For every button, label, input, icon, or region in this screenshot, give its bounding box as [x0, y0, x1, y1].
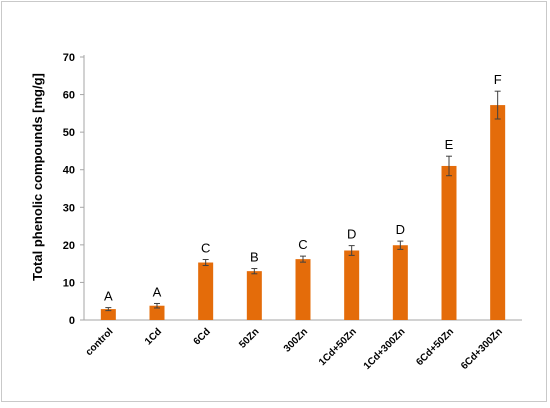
- bar-1Cd+300Zn: [392, 245, 408, 320]
- x-tick-label-300Zn: 300Zn: [282, 326, 310, 354]
- significance-letter-1Cd+50Zn: D: [347, 227, 356, 242]
- bar-300Zn: [295, 259, 311, 320]
- y-tick-label: 20: [63, 240, 75, 252]
- significance-letter-6Cd: C: [201, 241, 210, 256]
- x-axis-labels: control 1Cd 6Cd 50Zn 300Zn 1Cd+50Zn 1Cd+300Zn 6…: [84, 326, 505, 372]
- y-axis-ticks: 0 10 20 30 40 50 60 70: [63, 52, 84, 327]
- error-bar-6Cd: [202, 259, 209, 267]
- x-tick-label-6Cd: 6Cd: [192, 326, 213, 347]
- error-bar-1Cd+300Zn: [397, 240, 404, 250]
- error-bar-50Zn: [251, 268, 258, 275]
- error-bars: [105, 90, 501, 312]
- y-tick-label: 30: [63, 202, 75, 214]
- x-tick-label-1Cd+50Zn: 1Cd+50Zn: [317, 326, 359, 368]
- bar-1Cd+50Zn: [344, 250, 360, 320]
- bar-6Cd+50Zn: [441, 165, 457, 320]
- x-tick-label-6Cd+50Zn: 6Cd+50Zn: [414, 326, 456, 368]
- y-tick-label: 0: [69, 315, 75, 327]
- x-tick-label-control: control: [84, 326, 116, 358]
- y-tick-label: 60: [63, 90, 75, 102]
- significance-letter-1Cd: A: [153, 284, 162, 299]
- x-tick-label-1Cd+300Zn: 1Cd+300Zn: [362, 326, 408, 372]
- y-tick-label: 50: [63, 127, 75, 139]
- error-bar-300Zn: [300, 255, 306, 263]
- y-tick-label: 70: [63, 52, 75, 64]
- error-bar-1Cd: [154, 302, 160, 309]
- bar-1Cd: [149, 305, 165, 320]
- bar-control: [100, 309, 116, 320]
- bar-6Cd: [198, 262, 214, 320]
- bars: [100, 105, 506, 320]
- significance-letter-1Cd+300Zn: D: [396, 222, 405, 237]
- bar-chart: Total phenolic compounds [mg/g] 0 10 20 30 4…: [30, 52, 522, 372]
- x-tick-label-50Zn: 50Zn: [237, 326, 261, 350]
- chart-frame: Total phenolic compounds [mg/g] 0 10 20 30 4…: [1, 1, 547, 402]
- error-bar-6Cd+50Zn: [446, 155, 452, 177]
- y-tick-label: 10: [63, 277, 75, 289]
- significance-letter-300Zn: C: [298, 237, 307, 252]
- y-axis-title-group: Total phenolic compounds [mg/g]: [30, 73, 45, 281]
- error-bar-control: [105, 307, 112, 312]
- bar-6Cd+300Zn: [490, 105, 506, 320]
- error-bar-6Cd+300Zn: [494, 90, 501, 120]
- y-tick-label: 40: [63, 165, 75, 177]
- significance-letters: A A C B C D D E F: [104, 72, 502, 303]
- significance-letter-6Cd+50Zn: E: [445, 137, 454, 152]
- significance-letter-6Cd+300Zn: F: [494, 72, 502, 87]
- bar-50Zn: [246, 271, 262, 320]
- significance-letter-50Zn: B: [250, 250, 259, 265]
- x-tick-label-6Cd+300Zn: 6Cd+300Zn: [459, 326, 505, 372]
- error-bar-1Cd+50Zn: [348, 245, 355, 256]
- y-axis-title: Total phenolic compounds [mg/g]: [30, 73, 45, 281]
- significance-letter-control: A: [104, 289, 113, 304]
- x-tick-label-1Cd: 1Cd: [143, 326, 164, 347]
